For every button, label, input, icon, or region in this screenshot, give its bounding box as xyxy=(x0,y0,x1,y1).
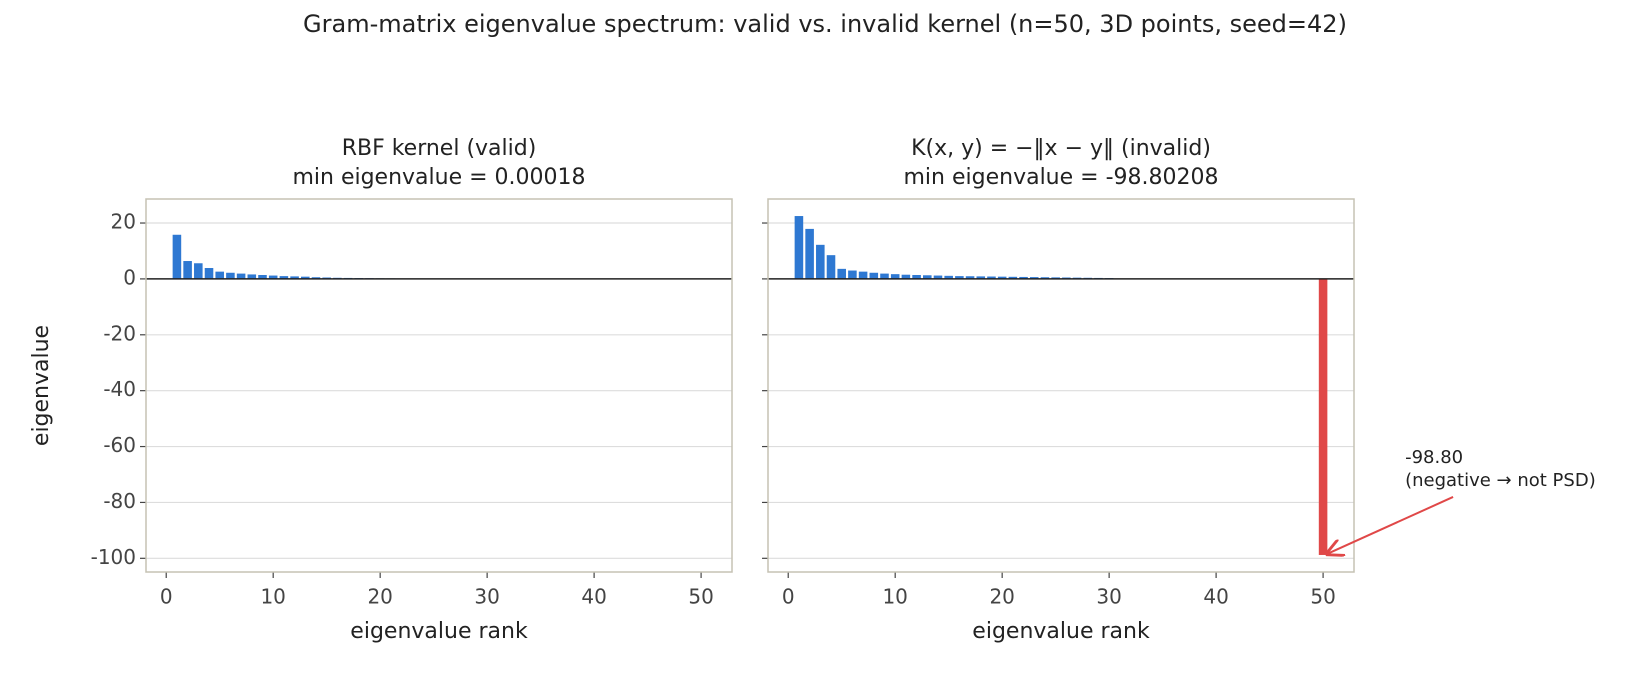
bar xyxy=(172,234,182,279)
x-tick-label: 40 xyxy=(1203,585,1228,609)
bar xyxy=(247,274,257,279)
x-axis-label: eigenvalue rank xyxy=(972,619,1150,644)
bar xyxy=(912,274,921,279)
bar xyxy=(1051,277,1060,279)
bar xyxy=(236,273,246,279)
bar xyxy=(1008,276,1018,279)
x-tick-label: 40 xyxy=(581,585,606,609)
y-tick-label: -100 xyxy=(91,545,136,569)
bar xyxy=(301,276,310,279)
bar xyxy=(848,270,857,279)
figure-title: Gram-matrix eigenvalue spectrum: valid v… xyxy=(303,10,1347,38)
bar xyxy=(987,276,996,279)
bar xyxy=(976,276,986,279)
bar xyxy=(837,268,846,279)
y-tick-label: -40 xyxy=(103,377,136,401)
x-tick-label: 50 xyxy=(1310,585,1335,609)
axes-frame xyxy=(145,198,733,573)
subplot-title: K(x, y) = −‖x − y‖ (invalid) xyxy=(911,136,1211,161)
x-tick-label: 50 xyxy=(688,585,713,609)
bar xyxy=(826,255,836,279)
bar xyxy=(955,276,964,279)
x-tick-label: 0 xyxy=(160,585,173,609)
bar xyxy=(258,274,267,279)
y-tick-label: -80 xyxy=(103,489,136,513)
bar xyxy=(869,272,879,279)
annotation-arrow xyxy=(1327,496,1454,554)
y-tick-label: -60 xyxy=(103,433,136,457)
x-tick-label: 10 xyxy=(260,585,285,609)
x-tick-label: 0 xyxy=(782,585,795,609)
bar xyxy=(183,261,192,279)
subplot-subtitle: min eigenvalue = -98.80208 xyxy=(904,165,1219,190)
bar xyxy=(215,271,224,279)
x-tick-label: 30 xyxy=(474,585,499,609)
bar xyxy=(890,274,900,279)
bar xyxy=(194,263,203,279)
bar xyxy=(816,244,825,279)
x-tick-label: 20 xyxy=(989,585,1014,609)
annotation-note: (negative → not PSD) xyxy=(1405,470,1596,491)
bar xyxy=(290,276,299,279)
bar xyxy=(268,275,278,279)
axes-frame xyxy=(767,198,1355,573)
x-tick-label: 10 xyxy=(882,585,907,609)
x-axis-label: eigenvalue rank xyxy=(350,619,528,644)
bar xyxy=(901,274,911,279)
bar xyxy=(311,277,321,279)
bar xyxy=(997,276,1007,279)
bar xyxy=(1019,276,1028,279)
x-tick-label: 30 xyxy=(1096,585,1121,609)
bar xyxy=(944,275,953,279)
annotation-value: -98.80 xyxy=(1405,447,1463,468)
y-axis-label: eigenvalue xyxy=(29,325,54,446)
bar xyxy=(226,272,235,279)
bar xyxy=(1040,277,1050,279)
subplot-subtitle: min eigenvalue = 0.00018 xyxy=(292,165,585,190)
bar xyxy=(923,275,932,279)
x-tick-label: 20 xyxy=(367,585,392,609)
y-tick-label: 0 xyxy=(123,265,136,289)
subplot-title: RBF kernel (valid) xyxy=(342,136,537,161)
y-tick-label: -20 xyxy=(103,321,136,345)
y-tick-label: 20 xyxy=(111,210,136,234)
bar xyxy=(279,276,289,279)
bar xyxy=(965,276,975,279)
bar xyxy=(1029,277,1039,279)
bar xyxy=(794,216,804,279)
bar xyxy=(805,228,814,279)
bar xyxy=(880,273,889,279)
bar xyxy=(858,271,868,279)
bar xyxy=(933,275,943,279)
bar xyxy=(204,268,214,279)
bar xyxy=(1318,278,1328,555)
